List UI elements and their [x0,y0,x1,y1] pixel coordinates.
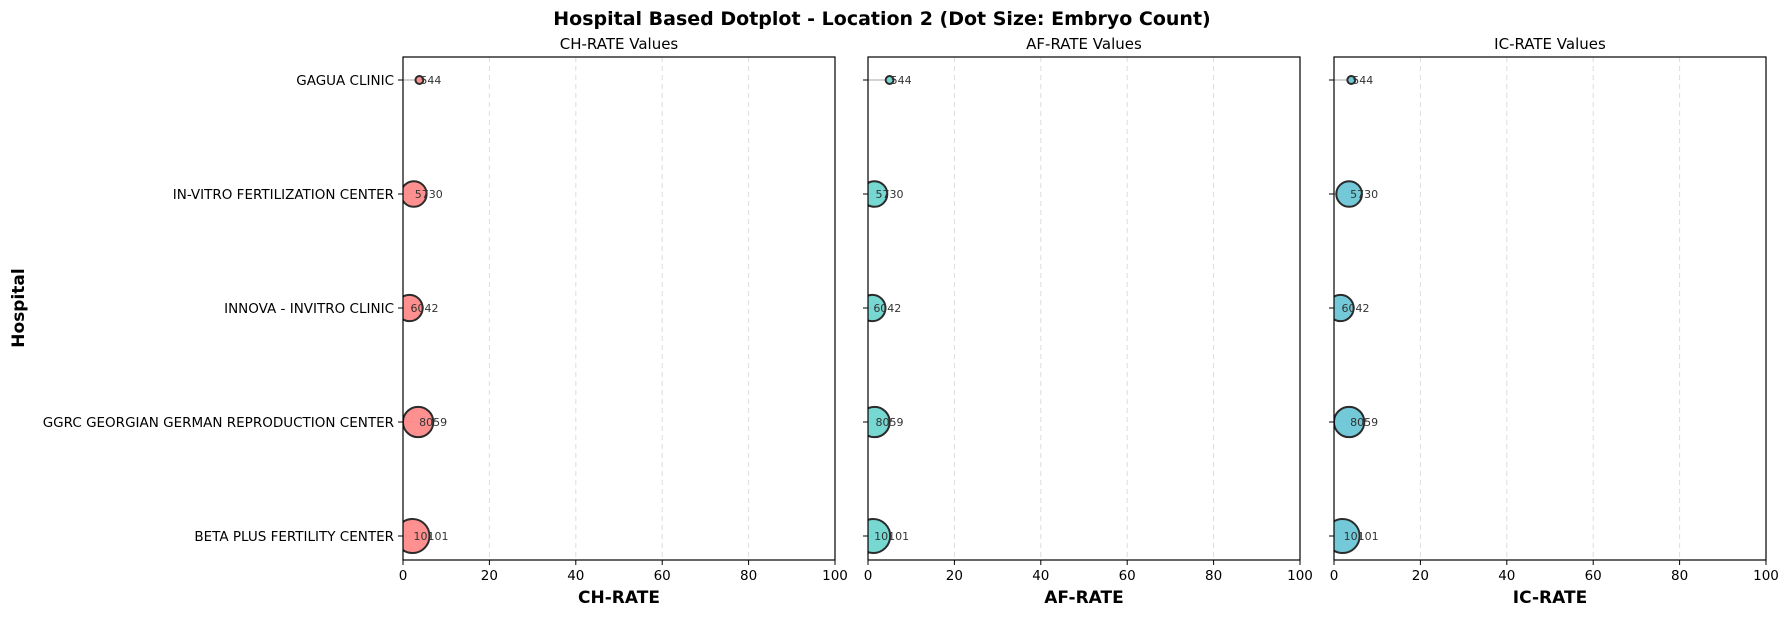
panel-subtitle: CH-RATE Values [560,35,679,53]
dots-group [868,75,895,554]
x-tick-label: 40 [567,568,584,584]
panel-subtitle: IC-RATE Values [1494,35,1606,53]
data-label: 6042 [1341,302,1369,315]
panel-0: CH-RATE Values 544 5730 6042 8059 10101 0 20 40 6… [43,35,848,608]
x-tick-label: 20 [481,568,498,584]
x-tick-label: 60 [1119,568,1136,584]
data-label: 8059 [875,416,903,429]
data-dot [1334,405,1366,439]
y-axis-label: Hospital [9,268,29,347]
data-dot [1334,293,1355,323]
panel-subtitle: AF-RATE Values [1026,35,1142,53]
data-label: 544 [1352,74,1373,87]
hospital-label: BETA PLUS FERTILITY CENTER [194,529,394,545]
x-tick-label: 100 [1753,568,1779,584]
panel-frame [867,56,1301,561]
x-tick-label: 80 [740,568,757,584]
chart-title: Hospital Based Dotplot - Location 2 (Dot… [553,8,1210,30]
hospital-label: GAGUA CLINIC [296,73,394,89]
data-dot [868,293,887,323]
x-tick-label: 60 [1585,568,1602,584]
x-tick-label: 40 [1032,568,1049,584]
data-label: 8059 [1350,416,1378,429]
data-label: 6042 [410,302,438,315]
data-dot [403,180,428,208]
data-dot [403,293,424,323]
x-tick-label: 0 [1330,568,1339,584]
panel-frame [1333,56,1767,561]
data-dot [403,405,435,439]
dots-group [1334,75,1366,554]
data-dot [414,75,425,85]
x-axis-label: AF-RATE [1044,588,1123,608]
data-label: 10101 [414,530,449,543]
data-label: 10101 [1344,530,1379,543]
data-dot [884,75,895,85]
x-tick-label: 80 [1671,568,1688,584]
panel-frame [402,56,836,561]
data-label: 8059 [419,416,447,429]
data-label: 544 [420,74,441,87]
data-dot [868,180,889,208]
hospital-label: GGRC GEORGIAN GERMAN REPRODUCTION CENTER [43,415,394,431]
x-tick-label: 20 [1412,568,1429,584]
data-label: 544 [891,74,912,87]
data-dot [868,405,891,439]
data-label: 5730 [415,188,443,201]
data-dot [1335,180,1363,208]
data-label: 5730 [1350,188,1378,201]
data-dot [1346,75,1357,85]
panel-2: IC-RATE Values 544 5730 6042 8059 10101 0 20 40 6… [1329,35,1779,608]
data-label: 6042 [873,302,901,315]
data-label: 5730 [875,188,903,201]
data-label: 10101 [874,530,909,543]
x-tick-label: 100 [822,568,848,584]
x-tick-label: 0 [399,568,408,584]
hospital-label: INNOVA - INVITRO CLINIC [224,301,394,317]
data-dot [403,518,431,554]
x-tick-label: 20 [946,568,963,584]
x-tick-label: 0 [864,568,873,584]
x-tick-label: 60 [654,568,671,584]
x-tick-label: 100 [1287,568,1313,584]
data-dot [1334,518,1361,554]
panels: CH-RATE Values 544 5730 6042 8059 10101 0 20 40 6… [43,35,1779,608]
data-dot [868,518,892,554]
hospital-label: IN-VITRO FERTILIZATION CENTER [173,187,394,203]
x-axis-label: CH-RATE [578,588,660,608]
x-axis-label: IC-RATE [1513,588,1587,608]
x-tick-label: 80 [1205,568,1222,584]
x-tick-label: 40 [1498,568,1515,584]
panel-1: AF-RATE Values 544 5730 6042 8059 10101 0 20 40 6… [863,35,1313,608]
dots-group [403,75,435,554]
